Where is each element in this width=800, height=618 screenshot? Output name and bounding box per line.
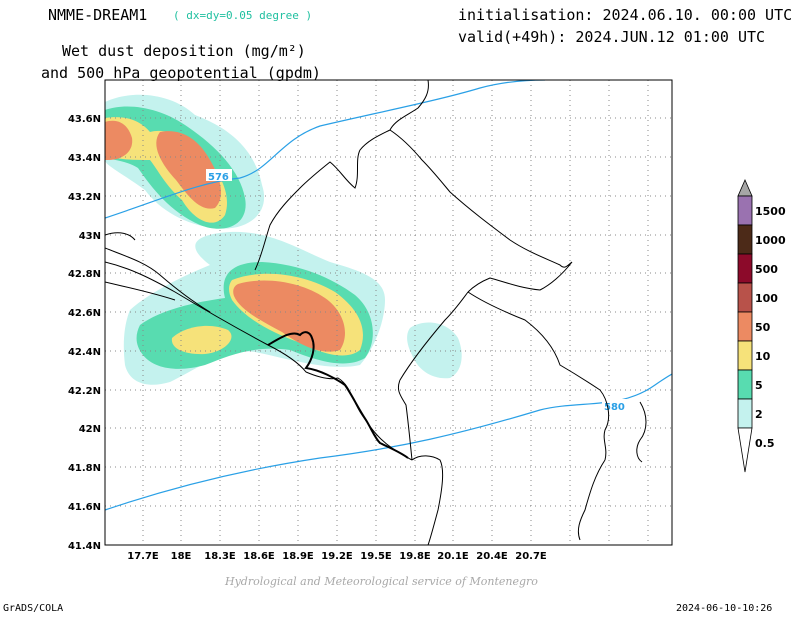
render-timestamp: 2024-06-10-10:26 (676, 603, 773, 614)
borders-and-coastline (105, 80, 647, 545)
colorbar-swatch-1000 (737, 195, 753, 226)
border-line (397, 291, 469, 461)
border-line (467, 291, 610, 461)
x-tick-label: 20.7E (515, 551, 547, 562)
y-tick-label: 43.4N (68, 153, 101, 164)
colorbar-labels: 1500 1000 500 100 50 10 5 2 0.5 (755, 205, 786, 450)
coastline (105, 261, 413, 461)
y-tick-label: 42.2N (68, 386, 101, 397)
valid-time: valid(+49h): 2024.JUN.12 01:00 UTC (458, 28, 766, 46)
x-tick-label: 19.5E (360, 551, 392, 562)
model-name: NMME-DREAM1 (48, 6, 148, 24)
montenegro-coast (267, 331, 409, 459)
x-tick-label: 20.1E (437, 551, 469, 562)
colorbar-label: 100 (755, 292, 778, 305)
x-tick-label: 19.2E (321, 551, 353, 562)
colorbar-swatch-10 (737, 311, 753, 342)
colorbar-label: 0.5 (755, 437, 775, 450)
colorbar-swatch-2 (737, 369, 753, 400)
y-tick-label: 43N (79, 231, 101, 242)
border-line (577, 459, 606, 541)
y-tick-label: 43.6N (68, 114, 101, 125)
y-axis: 43.6N 43.4N 43.2N 43N 42.8N 42.6N 42.4N … (68, 114, 101, 552)
dust-region-level-5 (171, 325, 232, 355)
colorbar-swatch-50 (737, 282, 753, 313)
y-tick-label: 43.2N (68, 192, 101, 203)
dust-region-level-10 (233, 280, 345, 352)
map-title-line2: and 500 hPa geopotential (gpdm) (41, 64, 321, 82)
dust-deposition-field (105, 94, 462, 385)
border-line (254, 129, 391, 271)
contour-580 (105, 373, 672, 511)
contour-580-label-bg (602, 399, 628, 411)
y-tick-label: 42.6N (68, 308, 101, 319)
colorbar-label: 5 (755, 379, 763, 392)
colorbar-top-arrow (737, 179, 753, 197)
border-line (389, 129, 573, 293)
colorbar (737, 179, 753, 473)
colorbar-swatch-100 (737, 253, 753, 284)
x-tick-label: 18.9E (282, 551, 314, 562)
coastline (105, 281, 176, 301)
colorbar-swatch-5 (737, 340, 753, 371)
border-line (389, 80, 429, 131)
dust-region-level-10 (156, 131, 222, 209)
x-tick-label: 19.8E (399, 551, 431, 562)
colorbar-swatch-0.5 (737, 398, 753, 429)
y-tick-label: 42N (79, 424, 101, 435)
coastline (105, 247, 211, 313)
y-tick-label: 41.8N (68, 463, 101, 474)
contour-576 (105, 80, 546, 219)
coastline (105, 232, 136, 241)
geopotential-contours (105, 80, 672, 511)
colorbar-label: 2 (755, 408, 763, 421)
border-line (411, 455, 444, 545)
x-axis: 17.7E 18E 18.3E 18.6E 18.9E 19.2E 19.5E … (127, 551, 547, 562)
dust-region-level-10 (105, 120, 133, 160)
map-frame (104, 79, 673, 546)
colorbar-label: 1000 (755, 234, 786, 247)
y-tick-label: 41.4N (68, 541, 101, 552)
initialisation-time: initialisation: 2024.06.10. 00:00 UTC (458, 6, 793, 24)
x-tick-label: 17.7E (127, 551, 159, 562)
contour-576-label-bg (206, 169, 232, 181)
colorbar-swatch-500 (737, 224, 753, 255)
contour-576-label: 576 (208, 172, 229, 183)
x-tick-label: 18E (171, 551, 192, 562)
border-line (636, 401, 647, 463)
colorbar-label: 50 (755, 321, 771, 334)
credit-line: Hydrological and Meteorological service … (225, 575, 538, 588)
model-resolution: ( dx=dy=0.05 degree ) (173, 9, 313, 22)
x-tick-label: 20.4E (476, 551, 508, 562)
colorbar-bottom-arrow (737, 427, 753, 473)
map-title-line1: Wet dust deposition (mg/m²) (62, 42, 306, 60)
y-tick-label: 42.4N (68, 347, 101, 358)
colorbar-label: 1500 (755, 205, 786, 218)
y-tick-label: 42.8N (68, 269, 101, 280)
x-tick-label: 18.6E (243, 551, 275, 562)
contour-580-label: 580 (604, 402, 625, 413)
software-label: GrADS/COLA (3, 603, 64, 614)
y-tick-label: 41.6N (68, 502, 101, 513)
dust-region-level-0.5 (407, 322, 462, 379)
x-tick-label: 18.3E (204, 551, 236, 562)
colorbar-label: 10 (755, 350, 771, 363)
colorbar-label: 500 (755, 263, 778, 276)
contour-labels: 576 580 (206, 169, 628, 413)
